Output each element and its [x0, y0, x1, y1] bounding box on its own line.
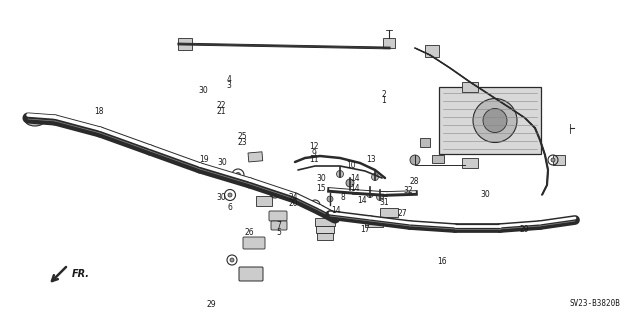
Text: 26: 26 — [244, 228, 255, 237]
Text: 13: 13 — [366, 155, 376, 164]
Text: FR.: FR. — [72, 269, 90, 279]
FancyBboxPatch shape — [239, 267, 263, 281]
Text: 14: 14 — [350, 174, 360, 183]
Circle shape — [346, 179, 354, 187]
Text: 15: 15 — [316, 184, 326, 193]
Text: 8: 8 — [340, 193, 345, 202]
Bar — [383, 38, 395, 48]
Text: 10: 10 — [346, 161, 356, 170]
Circle shape — [228, 193, 232, 197]
Text: 14: 14 — [350, 184, 360, 193]
Circle shape — [273, 191, 277, 195]
Circle shape — [327, 196, 333, 202]
Text: 11: 11 — [309, 155, 318, 164]
FancyBboxPatch shape — [269, 211, 287, 221]
Bar — [425, 45, 439, 57]
Text: 5: 5 — [276, 228, 281, 237]
Circle shape — [551, 158, 555, 162]
Text: 30: 30 — [316, 174, 326, 182]
Text: 24: 24 — [288, 193, 298, 202]
Text: 32: 32 — [403, 186, 413, 195]
Circle shape — [367, 190, 374, 197]
Bar — [315, 218, 335, 226]
Circle shape — [337, 170, 344, 177]
Circle shape — [473, 99, 517, 143]
Bar — [316, 226, 334, 233]
Text: 21: 21 — [216, 107, 225, 116]
Text: 30: 30 — [218, 158, 228, 167]
Bar — [365, 218, 383, 227]
Circle shape — [483, 108, 507, 132]
Circle shape — [236, 173, 241, 177]
Text: 28: 28 — [410, 177, 419, 186]
Text: 19: 19 — [198, 155, 209, 164]
Text: 20: 20 — [288, 199, 298, 208]
Bar — [256, 196, 272, 206]
Text: 2: 2 — [381, 90, 387, 99]
Text: 30: 30 — [480, 190, 490, 199]
Bar — [317, 233, 333, 240]
Text: 29: 29 — [520, 225, 530, 234]
Text: 4: 4 — [227, 75, 232, 84]
Text: 17: 17 — [360, 225, 370, 234]
Bar — [420, 138, 430, 147]
Text: 22: 22 — [216, 101, 225, 110]
Text: 27: 27 — [397, 209, 407, 218]
Bar — [178, 38, 192, 50]
Bar — [462, 158, 478, 168]
Bar — [432, 155, 444, 163]
Bar — [462, 82, 478, 92]
Circle shape — [371, 174, 378, 181]
Text: 1: 1 — [381, 96, 387, 105]
Text: 23: 23 — [237, 138, 247, 147]
Text: 25: 25 — [237, 132, 247, 141]
Text: 12: 12 — [309, 142, 318, 151]
Bar — [380, 208, 398, 217]
FancyBboxPatch shape — [271, 221, 287, 230]
Text: 18: 18 — [95, 107, 104, 116]
Text: 14: 14 — [356, 196, 367, 205]
Ellipse shape — [25, 114, 45, 126]
Text: 16: 16 — [436, 257, 447, 266]
Text: SV23-B3820B: SV23-B3820B — [569, 299, 620, 308]
Circle shape — [410, 155, 420, 165]
Text: 31: 31 — [379, 198, 389, 207]
Bar — [248, 152, 263, 162]
Bar — [553, 155, 565, 165]
Text: 6: 6 — [228, 203, 233, 212]
Text: 14: 14 — [331, 206, 341, 215]
Circle shape — [230, 258, 234, 262]
Text: 29: 29 — [206, 300, 216, 308]
Text: 7: 7 — [276, 221, 281, 230]
Text: 3: 3 — [227, 81, 232, 90]
Circle shape — [376, 194, 383, 201]
FancyBboxPatch shape — [439, 87, 541, 154]
FancyBboxPatch shape — [243, 237, 265, 249]
Text: 30: 30 — [216, 193, 226, 202]
Text: 30: 30 — [198, 86, 209, 95]
Text: 9: 9 — [311, 149, 316, 158]
